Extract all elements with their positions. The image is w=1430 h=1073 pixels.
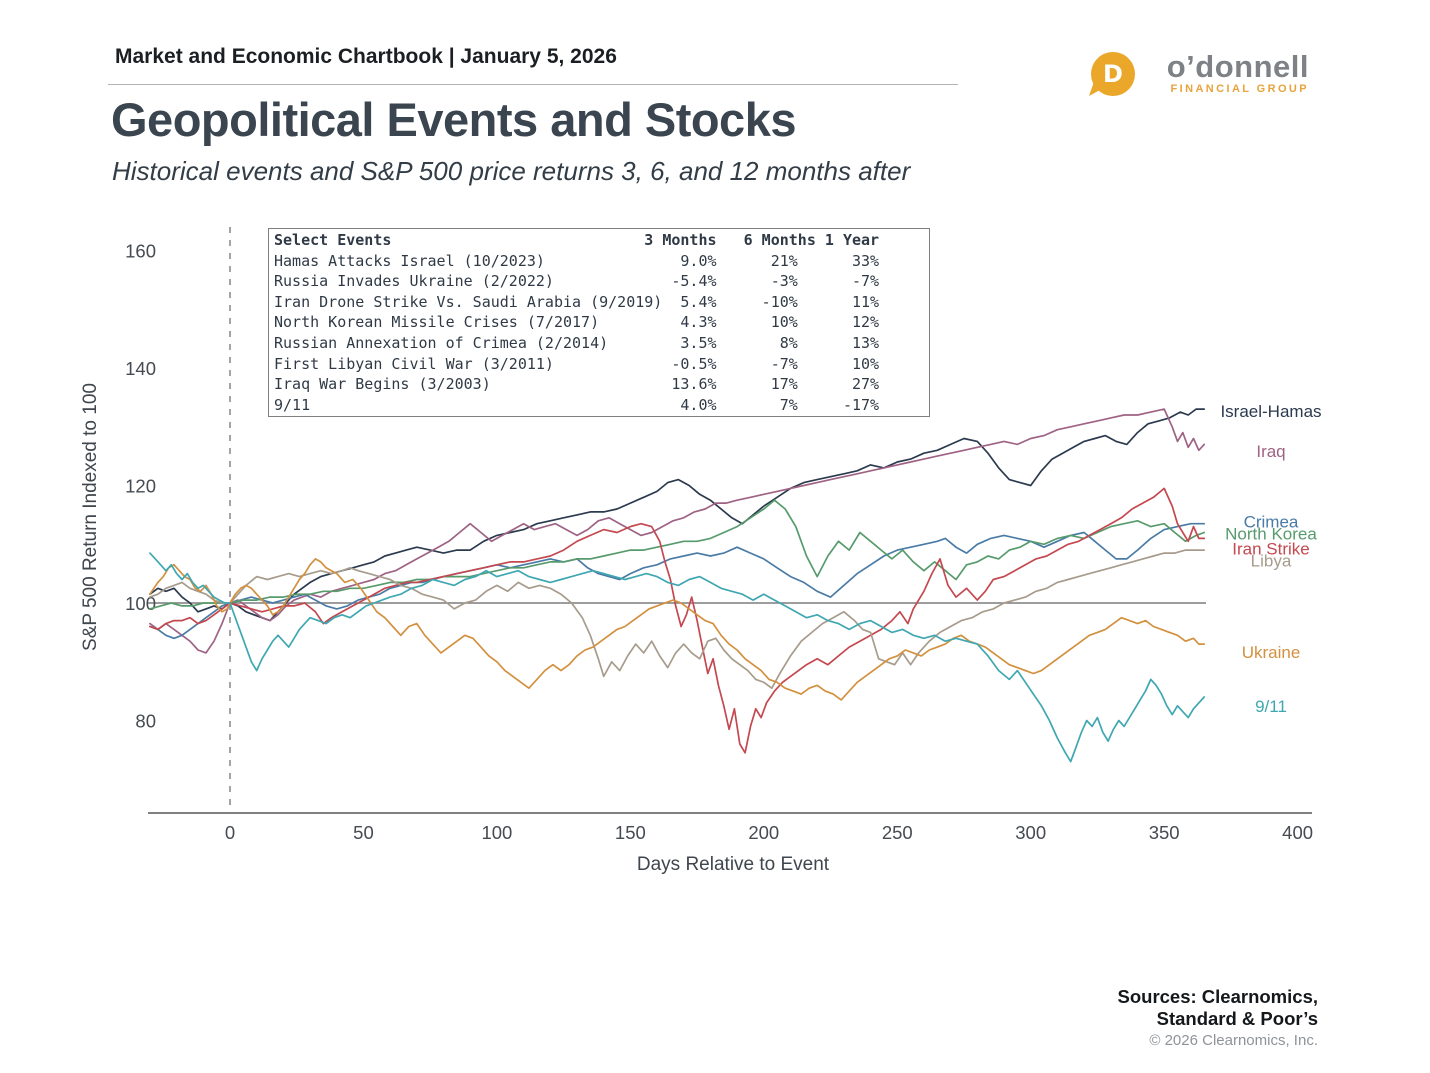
y-tick-80: 80 (135, 711, 156, 732)
y-tick-140: 140 (125, 358, 156, 379)
odonnell-logo: D o’donnell FINANCIAL GROUP (1091, 49, 1311, 102)
series-label-ukraine: Ukraine (1242, 643, 1301, 662)
page-subtitle: Historical events and S&P 500 price retu… (112, 156, 911, 186)
copyright-note: © 2026 Clearnomics, Inc. (1149, 1032, 1318, 1049)
logo-monogram: D (1098, 59, 1128, 89)
x-tick-300: 300 (1015, 822, 1046, 843)
odonnell-logo-icon: D (1091, 52, 1135, 96)
events-table-row: North Korean Missile Crises (7/2017) 4.3… (274, 313, 880, 332)
events-table-row: 9/11 4.0% 7% -17% (274, 395, 880, 414)
y-axis-label: S&P 500 Return Indexed to 100 (80, 383, 101, 651)
events-table-row: Russian Annexation of Crimea (2/2014) 3.… (274, 333, 880, 352)
series-line-ukraine (149, 558, 1206, 701)
x-tick-0: 0 (225, 822, 235, 843)
page-title: Geopolitical Events and Stocks (111, 93, 796, 146)
y-tick-160: 160 (125, 241, 156, 262)
series-line-crimea (149, 522, 1206, 640)
sources-line-1: Sources: Clearnomics, (1117, 986, 1319, 1007)
series-line-north-korea (149, 499, 1206, 610)
series-label-iran-strike: Iran Strike (1232, 539, 1309, 558)
events-table-row: Iran Drone Strike Vs. Saudi Arabia (9/20… (274, 292, 880, 311)
x-axis-label: Days Relative to Event (637, 854, 830, 875)
series-label-crimea: Crimea (1244, 512, 1299, 531)
x-tick-350: 350 (1149, 822, 1180, 843)
events-table-row: Iraq War Begins (3/2003) 13.6% 17% 27% (274, 375, 880, 394)
y-tick-100: 100 (125, 593, 156, 614)
series-line-libya (149, 549, 1206, 690)
select-events-table: Select Events 3 Months 6 Months 1 Year Ha… (268, 228, 930, 417)
x-tick-200: 200 (748, 822, 779, 843)
series-label-iraq: Iraq (1256, 442, 1285, 461)
x-tick-250: 250 (882, 822, 913, 843)
logo-text: o’donnell FINANCIAL GROUP (1141, 49, 1309, 95)
x-tick-100: 100 (481, 822, 512, 843)
logo-name: o’donnell (1166, 49, 1309, 84)
events-table-row: Russia Invades Ukraine (2/2022) -5.4% -3… (274, 272, 880, 291)
logo-tagline: FINANCIAL GROUP (1170, 83, 1309, 95)
slide-header: Market and Economic Chartbook | January … (115, 45, 617, 68)
series-label-israel-hamas: Israel-Hamas (1220, 402, 1321, 421)
series-line-9-11 (149, 552, 1206, 763)
sources-note: Sources: Clearnomics, Standard & Poor’s (1118, 986, 1319, 1030)
series-label-9-11: 9/11 (1255, 697, 1287, 716)
series-label-north-korea: North Korea (1225, 525, 1317, 544)
events-table-header: Select Events 3 Months 6 Months 1 Year (274, 231, 880, 249)
sources-line-2: Standard & Poor’s (1156, 1008, 1318, 1029)
x-tick-400: 400 (1282, 822, 1313, 843)
series-label-libya: Libya (1251, 552, 1292, 571)
header-divider (108, 84, 958, 85)
x-tick-150: 150 (615, 822, 646, 843)
series-line-iraq (149, 408, 1206, 654)
y-tick-120: 120 (125, 476, 156, 497)
events-table-row: First Libyan Civil War (3/2011) -0.5% -7… (274, 354, 880, 373)
events-table-row: Hamas Attacks Israel (10/2023) 9.0% 21% … (274, 251, 880, 270)
x-tick-50: 50 (353, 822, 374, 843)
